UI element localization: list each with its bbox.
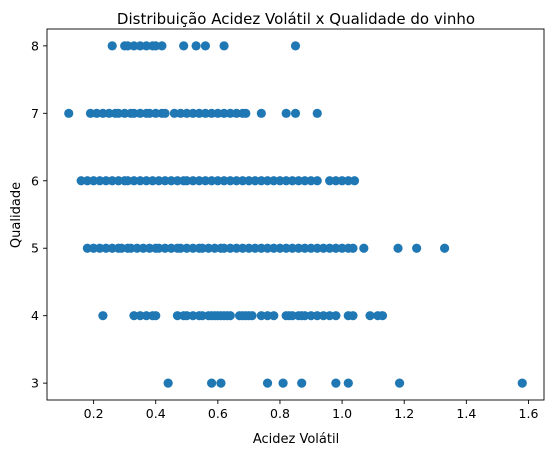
y-axis-ticks: 3 4 5 6 7 8: [31, 38, 47, 391]
x-axis-title: Acidez Volátil: [253, 432, 339, 447]
data-point: [225, 311, 235, 321]
data-point: [64, 108, 74, 118]
data-point: [290, 108, 301, 118]
y-axis-title: Qualidade: [9, 182, 24, 248]
data-point: [440, 243, 450, 253]
data-point: [349, 176, 360, 186]
data-point: [281, 108, 291, 118]
data-point: [412, 243, 422, 253]
data-point: [312, 108, 322, 118]
x-tick-label: 0.8: [270, 406, 290, 421]
data-point: [151, 311, 161, 321]
x-tick-label: 1.2: [394, 406, 414, 421]
data-point: [331, 311, 341, 321]
data-point: [348, 311, 358, 321]
x-tick-label: 0.2: [84, 406, 104, 421]
data-point: [269, 311, 279, 321]
data-point: [207, 378, 217, 388]
x-tick-label: 1.4: [456, 406, 476, 421]
y-tick-label: 4: [31, 308, 39, 323]
data-point: [517, 378, 527, 388]
x-tick-label: 1.6: [519, 406, 539, 421]
points-layer: [64, 41, 527, 388]
data-point: [219, 41, 229, 51]
data-point: [98, 311, 108, 321]
data-point: [160, 108, 170, 118]
y-tick-label: 3: [31, 376, 39, 391]
data-point: [216, 378, 226, 388]
chart-title: Distribuição Acidez Volátil x Qualidade …: [117, 10, 475, 28]
data-point: [241, 108, 251, 118]
x-tick-label: 0.4: [146, 406, 166, 421]
data-point: [247, 311, 257, 321]
data-point: [107, 41, 117, 51]
y-tick-label: 5: [31, 241, 39, 256]
data-point: [394, 378, 405, 388]
data-point: [343, 378, 353, 388]
data-point: [262, 378, 273, 388]
data-point: [200, 41, 211, 51]
data-point: [312, 176, 322, 186]
data-point: [163, 378, 173, 388]
data-point: [191, 41, 201, 51]
data-point: [331, 378, 341, 388]
data-point: [365, 311, 375, 321]
data-point: [393, 243, 403, 253]
x-tick-label: 1.0: [332, 406, 352, 421]
plot-frame: [46, 28, 545, 401]
x-axis-ticks: 0.2 0.4 0.6 0.8 1.0 1.2 1.4 1.6: [84, 400, 539, 421]
data-point: [297, 378, 307, 388]
data-point: [278, 378, 288, 388]
data-point: [179, 41, 189, 51]
data-point: [359, 243, 369, 253]
data-point: [256, 108, 266, 118]
y-tick-label: 8: [31, 38, 39, 53]
data-point: [157, 41, 167, 51]
data-point: [377, 311, 388, 321]
data-point: [290, 41, 301, 51]
data-point: [348, 243, 358, 253]
y-tick-label: 7: [31, 106, 39, 121]
y-tick-label: 6: [31, 173, 39, 188]
x-tick-label: 0.6: [208, 406, 228, 421]
